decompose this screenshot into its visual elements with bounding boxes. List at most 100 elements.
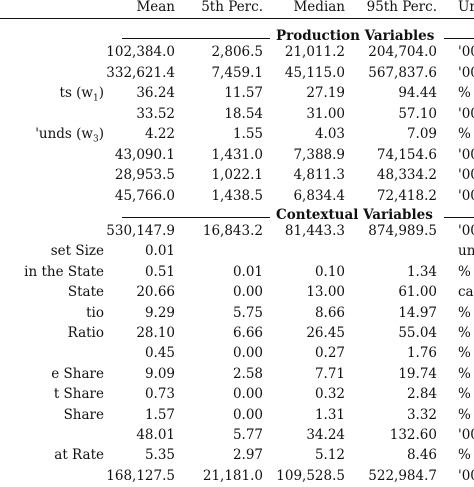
- cell-p5: 21,181.0: [202, 467, 263, 484]
- cell-p95: 2.84: [406, 386, 437, 403]
- cell-p5: 0.00: [232, 284, 263, 301]
- row-label: State: [67, 284, 104, 301]
- row-label: Ratio: [67, 325, 104, 341]
- cell-median: 31.00: [306, 105, 345, 122]
- cell-p95: 3.32: [406, 406, 437, 423]
- table-row: 530,147.9 16,843.2 81,443.3 874,989.5 '00: [0, 220, 474, 242]
- cell-p95: 72,418.2: [376, 187, 437, 204]
- table-row: 48.01 5.77 34.24 132.60 '00: [0, 424, 474, 446]
- cell-median: 21,011.2: [284, 44, 345, 60]
- header-mean: Mean: [136, 0, 175, 15]
- cell-unit: %: [458, 386, 471, 403]
- row-label: ts (w1): [59, 85, 104, 104]
- cell-unit: '00: [458, 467, 474, 484]
- cell-p95: 874,989.5: [368, 223, 437, 239]
- cell-mean: 168,127.5: [106, 467, 175, 484]
- section-title-contextual: Contextual Variables: [276, 207, 433, 223]
- table-row: t Share 0.73 0.00 0.32 2.84%: [0, 383, 474, 405]
- cell-p5: 1,431.0: [211, 146, 263, 163]
- cell-mean: 28.10: [136, 325, 175, 341]
- cell-unit: %: [458, 365, 471, 382]
- cell-p5: 2.97: [232, 447, 263, 464]
- cell-mean: 0.01: [144, 243, 175, 260]
- row-label: in the State: [24, 263, 104, 280]
- cell-p95: 14.97: [398, 304, 437, 321]
- section-rule-left: [122, 38, 270, 39]
- cell-unit: un: [458, 243, 474, 260]
- table-row: Share 1.57 0.00 1.31 3.32%: [0, 404, 474, 426]
- row-label: at Rate: [54, 447, 104, 464]
- cell-p5: 0.00: [232, 386, 263, 403]
- cell-p5: 1,438.5: [211, 187, 263, 204]
- cell-unit: %: [458, 126, 471, 142]
- cell-p5: 0.00: [232, 406, 263, 423]
- cell-median: 27.19: [306, 85, 345, 101]
- table-row: 28,953.5 1,022.1 4,811.3 48,334.2 '00: [0, 164, 474, 186]
- cell-mean: 33.52: [136, 105, 175, 122]
- table-row: at Rate 5.35 2.97 5.12 8.46%: [0, 444, 474, 466]
- row-label: tio: [86, 304, 104, 321]
- cell-p95: 94.44: [398, 85, 437, 101]
- cell-mean: 0.45: [144, 345, 175, 362]
- section-rule-left: [122, 217, 270, 218]
- cell-p5: 16,843.2: [202, 223, 263, 239]
- cell-p5: 11.57: [224, 85, 263, 101]
- cell-p95: 204,704.0: [368, 44, 437, 60]
- cell-unit: %: [458, 85, 471, 101]
- cell-median: 0.27: [314, 345, 345, 362]
- cell-p5: 7,459.1: [211, 64, 263, 81]
- table-row: ts (w1) 36.24 11.57 27.19 94.44%: [0, 82, 474, 104]
- cell-median: 0.32: [314, 386, 345, 403]
- row-label: set Size: [50, 243, 104, 260]
- cell-p5: 1,022.1: [211, 167, 263, 183]
- section-rule-right: [444, 38, 474, 39]
- table-row: e Share 9.09 2.58 7.71 19.74%: [0, 363, 474, 385]
- table-row: 332,621.4 7,459.1 45,115.0 567,837.6 '00: [0, 62, 474, 84]
- cell-p95: 7.09: [406, 126, 437, 142]
- cell-unit: %: [458, 447, 471, 464]
- cell-median: 1.31: [314, 406, 345, 423]
- table-row: tio 9.29 5.75 8.66 14.97%: [0, 302, 474, 324]
- cell-median: 81,443.3: [284, 223, 345, 239]
- cell-unit: %: [458, 345, 471, 362]
- cell-unit: ca: [458, 284, 474, 301]
- cell-p95: 74,154.6: [376, 146, 437, 163]
- table-row: 168,127.5 21,181.0 109,528.5 522,984.7 '00: [0, 465, 474, 487]
- cell-unit: '00: [458, 146, 474, 163]
- header-p5: 5th Perc.: [201, 0, 263, 15]
- cell-mean: 28,953.5: [114, 167, 175, 183]
- cell-mean: 4.22: [144, 126, 175, 142]
- cell-median: 109,528.5: [276, 467, 345, 484]
- header-unit: Ur: [458, 0, 474, 15]
- cell-unit: '00: [458, 167, 474, 183]
- cell-mean: 332,621.4: [106, 64, 175, 81]
- cell-p5: 18.54: [224, 105, 263, 122]
- cell-mean: 45,766.0: [114, 187, 175, 204]
- section-rule-right: [444, 217, 474, 218]
- cell-p95: 8.46: [406, 447, 437, 464]
- table-row: 'unds (w3) 4.22 1.55 4.03 7.09%: [0, 123, 474, 145]
- cell-p5: 2,806.5: [211, 44, 263, 60]
- cell-mean: 9.29: [144, 304, 175, 321]
- cell-p5: 0.01: [232, 263, 263, 280]
- cell-median: 7,388.9: [293, 146, 345, 163]
- cell-unit: '00: [458, 427, 474, 443]
- cell-mean: 0.51: [144, 263, 175, 280]
- cell-p95: 19.74: [398, 365, 437, 382]
- row-label: 'unds (w3): [35, 126, 104, 145]
- cell-unit: %: [458, 304, 471, 321]
- cell-mean: 20.66: [136, 284, 175, 301]
- cell-p95: 57.10: [398, 105, 437, 122]
- table-row: 33.52 18.54 31.00 57.10 '00: [0, 103, 474, 125]
- cell-mean: 102,384.0: [106, 44, 175, 60]
- cell-p5: 5.75: [232, 304, 263, 321]
- cell-median: 7.71: [314, 365, 345, 382]
- cell-mean: 43,090.1: [114, 146, 175, 163]
- table-row: 45,766.0 1,438.5 6,834.4 72,418.2 '00: [0, 185, 474, 207]
- row-label: t Share: [53, 386, 104, 403]
- table-header-row: Mean 5th Perc. Median 95th Perc. Ur: [0, 0, 474, 18]
- header-rule: [0, 18, 474, 19]
- cell-median: 13.00: [306, 284, 345, 301]
- cell-mean: 1.57: [144, 406, 175, 423]
- cell-median: 0.10: [314, 263, 345, 280]
